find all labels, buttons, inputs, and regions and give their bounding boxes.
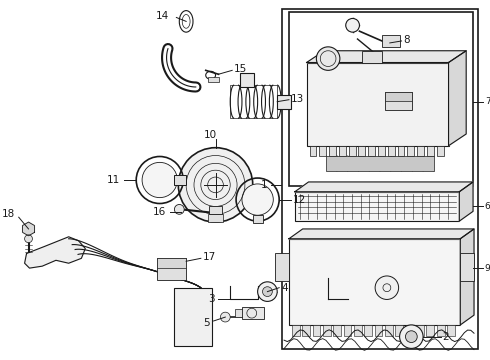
- Bar: [349, 146, 356, 156]
- Bar: [313, 325, 320, 336]
- Bar: [407, 146, 414, 156]
- Text: 17: 17: [203, 252, 216, 262]
- Circle shape: [220, 312, 230, 322]
- Bar: [382, 35, 400, 47]
- Text: 7: 7: [485, 97, 490, 106]
- Circle shape: [178, 148, 253, 222]
- Polygon shape: [295, 182, 473, 192]
- Bar: [323, 325, 331, 336]
- Bar: [447, 325, 455, 336]
- Bar: [295, 192, 459, 221]
- Polygon shape: [289, 229, 474, 239]
- Circle shape: [405, 331, 417, 342]
- Bar: [235, 309, 250, 317]
- Bar: [307, 63, 448, 146]
- Bar: [157, 258, 186, 280]
- Text: 6: 6: [485, 202, 490, 211]
- Bar: [406, 325, 414, 336]
- Text: 1: 1: [261, 180, 268, 190]
- Text: 3: 3: [208, 294, 215, 305]
- Text: 8: 8: [403, 35, 410, 45]
- Bar: [253, 215, 263, 223]
- Circle shape: [375, 276, 399, 300]
- Bar: [437, 325, 444, 336]
- Text: 16: 16: [152, 207, 166, 217]
- Bar: [275, 253, 289, 281]
- Circle shape: [317, 47, 340, 70]
- Text: 9: 9: [485, 264, 490, 273]
- Bar: [302, 325, 310, 336]
- Bar: [395, 325, 403, 336]
- Text: 4: 4: [281, 283, 288, 293]
- Bar: [385, 92, 412, 109]
- Bar: [319, 146, 326, 156]
- Circle shape: [258, 282, 277, 301]
- Polygon shape: [459, 182, 473, 221]
- Bar: [385, 92, 412, 101]
- Bar: [157, 258, 186, 268]
- Bar: [426, 325, 434, 336]
- Bar: [174, 175, 186, 185]
- Bar: [460, 253, 474, 281]
- Text: 5: 5: [203, 318, 210, 328]
- Bar: [242, 307, 264, 319]
- Bar: [364, 325, 372, 336]
- Bar: [343, 325, 351, 336]
- Text: 2: 2: [442, 332, 449, 342]
- Bar: [292, 325, 300, 336]
- Bar: [388, 146, 395, 156]
- Bar: [363, 51, 382, 63]
- Text: 11: 11: [107, 175, 121, 185]
- Bar: [329, 146, 336, 156]
- Bar: [174, 288, 212, 346]
- Bar: [240, 73, 254, 87]
- Circle shape: [24, 235, 32, 243]
- Text: 13: 13: [291, 94, 304, 104]
- Bar: [208, 214, 223, 222]
- Bar: [359, 146, 366, 156]
- Circle shape: [263, 287, 272, 297]
- Text: 12: 12: [293, 195, 306, 204]
- Bar: [437, 146, 443, 156]
- Circle shape: [346, 18, 360, 32]
- Bar: [339, 146, 346, 156]
- Polygon shape: [460, 229, 474, 325]
- Circle shape: [142, 162, 177, 198]
- Text: 15: 15: [234, 64, 247, 75]
- Polygon shape: [448, 51, 466, 146]
- Circle shape: [242, 184, 273, 215]
- Bar: [282, 9, 478, 350]
- Bar: [333, 325, 341, 336]
- Bar: [398, 146, 404, 156]
- Text: 18: 18: [1, 209, 15, 219]
- Bar: [289, 239, 460, 325]
- Text: 10: 10: [204, 130, 217, 140]
- Bar: [368, 146, 375, 156]
- Circle shape: [400, 325, 423, 348]
- Circle shape: [174, 204, 184, 214]
- Bar: [310, 146, 317, 156]
- Bar: [385, 325, 393, 336]
- Bar: [416, 325, 424, 336]
- Bar: [289, 12, 473, 186]
- Bar: [375, 325, 383, 336]
- Polygon shape: [307, 51, 466, 63]
- Text: 14: 14: [156, 10, 170, 21]
- Bar: [230, 85, 277, 118]
- Bar: [326, 156, 434, 171]
- Bar: [378, 146, 385, 156]
- Polygon shape: [23, 222, 34, 236]
- Bar: [417, 146, 424, 156]
- Bar: [354, 325, 362, 336]
- Polygon shape: [24, 237, 85, 268]
- Bar: [209, 206, 222, 214]
- Bar: [208, 77, 220, 82]
- Bar: [277, 95, 291, 108]
- Bar: [427, 146, 434, 156]
